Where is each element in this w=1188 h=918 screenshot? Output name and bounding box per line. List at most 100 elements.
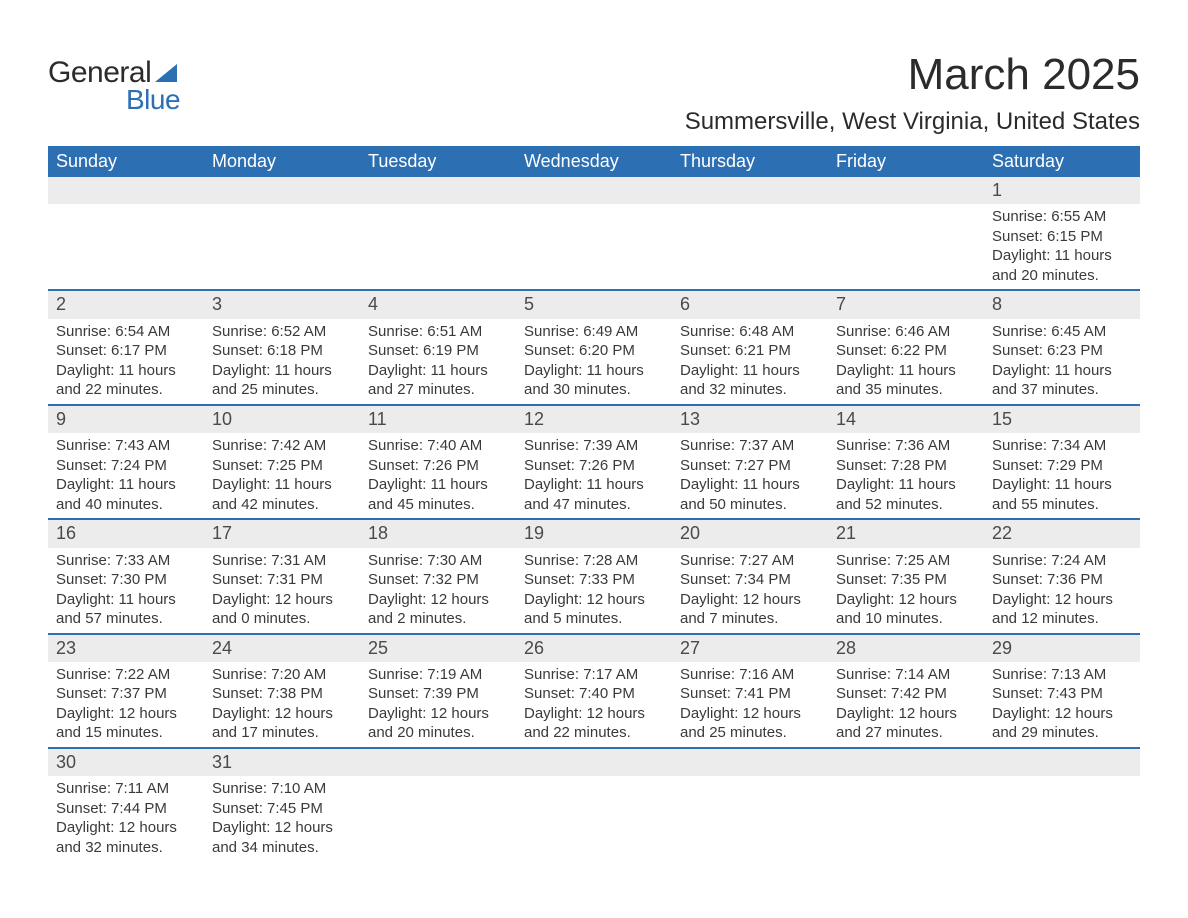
- day-details-cell: [516, 204, 672, 290]
- day-details-cell: Sunrise: 6:51 AMSunset: 6:19 PMDaylight:…: [360, 319, 516, 405]
- daylight-line-2: and 5 minutes.: [524, 609, 664, 629]
- day-details-cell: Sunrise: 7:43 AMSunset: 7:24 PMDaylight:…: [48, 433, 204, 519]
- daylight-line-2: and 27 minutes.: [368, 380, 508, 400]
- daylight-line-1: Daylight: 11 hours: [992, 361, 1132, 381]
- daylight-line-2: and 34 minutes.: [212, 838, 352, 858]
- day-details-cell: [828, 204, 984, 290]
- daylight-line-2: and 55 minutes.: [992, 495, 1132, 515]
- day-details-cell: [516, 776, 672, 861]
- day-number-cell: 5: [516, 290, 672, 318]
- daynum-row: 16171819202122: [48, 519, 1140, 547]
- sunrise-line: Sunrise: 6:48 AM: [680, 322, 820, 342]
- sunset-line: Sunset: 7:25 PM: [212, 456, 352, 476]
- daylight-line-1: Daylight: 12 hours: [992, 704, 1132, 724]
- daylight-line-1: Daylight: 11 hours: [836, 361, 976, 381]
- sunrise-line: Sunrise: 7:36 AM: [836, 436, 976, 456]
- day-details-cell: [204, 204, 360, 290]
- day-number-cell: [828, 748, 984, 776]
- sunrise-line: Sunrise: 7:31 AM: [212, 551, 352, 571]
- daylight-line-2: and 27 minutes.: [836, 723, 976, 743]
- daylight-line-1: Daylight: 11 hours: [212, 361, 352, 381]
- daynum-row: 2345678: [48, 290, 1140, 318]
- daylight-line-2: and 7 minutes.: [680, 609, 820, 629]
- daylight-line-1: Daylight: 11 hours: [992, 246, 1132, 266]
- sunrise-line: Sunrise: 7:16 AM: [680, 665, 820, 685]
- details-row: Sunrise: 7:43 AMSunset: 7:24 PMDaylight:…: [48, 433, 1140, 519]
- day-number-cell: 30: [48, 748, 204, 776]
- daylight-line-2: and 37 minutes.: [992, 380, 1132, 400]
- sunset-line: Sunset: 7:43 PM: [992, 684, 1132, 704]
- sunrise-line: Sunrise: 7:20 AM: [212, 665, 352, 685]
- sunset-line: Sunset: 7:35 PM: [836, 570, 976, 590]
- sunrise-line: Sunrise: 7:42 AM: [212, 436, 352, 456]
- daynum-row: 3031: [48, 748, 1140, 776]
- daylight-line-1: Daylight: 12 hours: [680, 590, 820, 610]
- sunset-line: Sunset: 7:39 PM: [368, 684, 508, 704]
- day-number-cell: 13: [672, 405, 828, 433]
- daylight-line-1: Daylight: 11 hours: [56, 475, 196, 495]
- daylight-line-2: and 12 minutes.: [992, 609, 1132, 629]
- daylight-line-1: Daylight: 12 hours: [212, 704, 352, 724]
- day-details-cell: Sunrise: 6:54 AMSunset: 6:17 PMDaylight:…: [48, 319, 204, 405]
- daylight-line-1: Daylight: 11 hours: [680, 475, 820, 495]
- sunset-line: Sunset: 6:15 PM: [992, 227, 1132, 247]
- sunset-line: Sunset: 6:20 PM: [524, 341, 664, 361]
- daylight-line-2: and 52 minutes.: [836, 495, 976, 515]
- daylight-line-1: Daylight: 11 hours: [368, 361, 508, 381]
- day-details-cell: Sunrise: 7:33 AMSunset: 7:30 PMDaylight:…: [48, 548, 204, 634]
- daylight-line-2: and 10 minutes.: [836, 609, 976, 629]
- sunrise-line: Sunrise: 7:10 AM: [212, 779, 352, 799]
- day-number-cell: 14: [828, 405, 984, 433]
- day-details-cell: Sunrise: 6:48 AMSunset: 6:21 PMDaylight:…: [672, 319, 828, 405]
- daylight-line-1: Daylight: 12 hours: [56, 704, 196, 724]
- day-number-cell: [984, 748, 1140, 776]
- daylight-line-1: Daylight: 11 hours: [368, 475, 508, 495]
- daylight-line-2: and 45 minutes.: [368, 495, 508, 515]
- sunrise-line: Sunrise: 7:14 AM: [836, 665, 976, 685]
- daylight-line-2: and 22 minutes.: [56, 380, 196, 400]
- details-row: Sunrise: 7:11 AMSunset: 7:44 PMDaylight:…: [48, 776, 1140, 861]
- sunrise-line: Sunrise: 7:24 AM: [992, 551, 1132, 571]
- day-number-cell: 15: [984, 405, 1140, 433]
- day-details-cell: Sunrise: 7:31 AMSunset: 7:31 PMDaylight:…: [204, 548, 360, 634]
- weekday-header-row: Sunday Monday Tuesday Wednesday Thursday…: [48, 146, 1140, 177]
- day-details-cell: Sunrise: 6:46 AMSunset: 6:22 PMDaylight:…: [828, 319, 984, 405]
- daylight-line-2: and 32 minutes.: [680, 380, 820, 400]
- day-details-cell: Sunrise: 7:27 AMSunset: 7:34 PMDaylight:…: [672, 548, 828, 634]
- sunrise-line: Sunrise: 7:22 AM: [56, 665, 196, 685]
- daylight-line-1: Daylight: 11 hours: [680, 361, 820, 381]
- day-number-cell: 11: [360, 405, 516, 433]
- sunrise-line: Sunrise: 6:55 AM: [992, 207, 1132, 227]
- day-number-cell: 27: [672, 634, 828, 662]
- sunrise-line: Sunrise: 7:25 AM: [836, 551, 976, 571]
- daylight-line-2: and 15 minutes.: [56, 723, 196, 743]
- daylight-line-1: Daylight: 12 hours: [368, 590, 508, 610]
- sunrise-line: Sunrise: 7:30 AM: [368, 551, 508, 571]
- day-details-cell: Sunrise: 7:19 AMSunset: 7:39 PMDaylight:…: [360, 662, 516, 748]
- sunrise-line: Sunrise: 6:52 AM: [212, 322, 352, 342]
- location-subtitle: Summersville, West Virginia, United Stat…: [685, 108, 1140, 136]
- day-number-cell: [672, 177, 828, 204]
- sunrise-line: Sunrise: 7:40 AM: [368, 436, 508, 456]
- sunset-line: Sunset: 6:22 PM: [836, 341, 976, 361]
- day-details-cell: [672, 776, 828, 861]
- sunrise-line: Sunrise: 7:11 AM: [56, 779, 196, 799]
- sunset-line: Sunset: 6:23 PM: [992, 341, 1132, 361]
- daylight-line-1: Daylight: 12 hours: [836, 590, 976, 610]
- day-number-cell: 18: [360, 519, 516, 547]
- sunset-line: Sunset: 7:30 PM: [56, 570, 196, 590]
- daylight-line-1: Daylight: 11 hours: [212, 475, 352, 495]
- day-number-cell: 28: [828, 634, 984, 662]
- daynum-row: 1: [48, 177, 1140, 204]
- daylight-line-2: and 22 minutes.: [524, 723, 664, 743]
- day-number-cell: [360, 177, 516, 204]
- day-number-cell: 3: [204, 290, 360, 318]
- details-row: Sunrise: 7:22 AMSunset: 7:37 PMDaylight:…: [48, 662, 1140, 748]
- weekday-header: Sunday: [48, 146, 204, 177]
- calendar-table: Sunday Monday Tuesday Wednesday Thursday…: [48, 146, 1140, 861]
- daylight-line-2: and 35 minutes.: [836, 380, 976, 400]
- day-details-cell: Sunrise: 7:42 AMSunset: 7:25 PMDaylight:…: [204, 433, 360, 519]
- daynum-row: 9101112131415: [48, 405, 1140, 433]
- sunrise-line: Sunrise: 6:45 AM: [992, 322, 1132, 342]
- day-details-cell: [984, 776, 1140, 861]
